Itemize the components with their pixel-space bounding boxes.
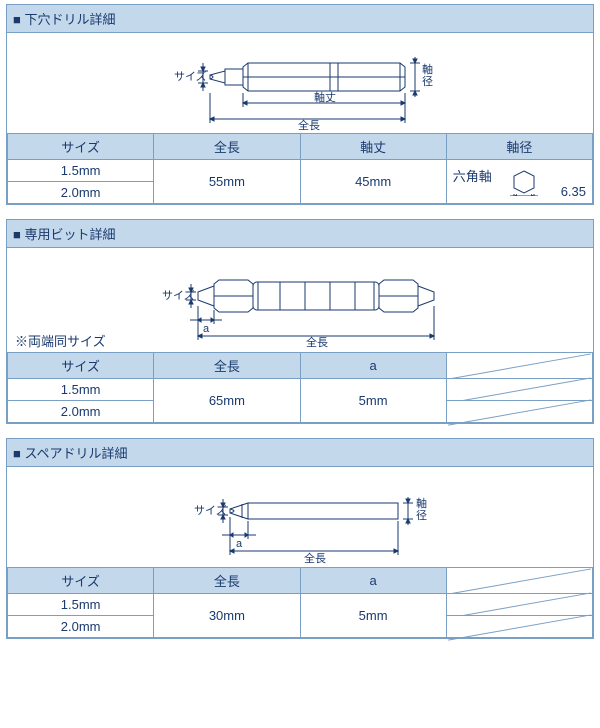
section-title: ■ 専用ビット詳細 [7, 220, 593, 248]
section-title: ■ スペアドリル詳細 [7, 439, 593, 467]
th-size: サイズ [8, 134, 154, 160]
label-shaft-len: 軸丈 [314, 90, 336, 104]
td-size: 1.5mm [8, 160, 154, 182]
td-size: 2.0mm [8, 616, 154, 638]
hex-value: 6.35 [561, 184, 586, 199]
th-shaft-diam: 軸径 [446, 134, 592, 160]
label-full-len: 全長 [298, 118, 320, 132]
label-a: a [236, 538, 243, 550]
note-both-ends: ※両端同サイズ [15, 331, 106, 350]
td-blank [446, 594, 592, 616]
th-size: サイズ [8, 568, 154, 594]
table-spare-drill: サイズ 全長 a 1.5mm 30mm 5mm 2.0mm [7, 567, 593, 638]
label-size: サイズ [162, 288, 195, 302]
td-full-len: 65mm [154, 379, 300, 423]
diagram-pilot-drill: サイズ 軸径 軸丈 全長 [7, 33, 593, 133]
diagram-spare-drill: サイズ 軸径 a 全長 [7, 467, 593, 567]
td-size: 1.5mm [8, 379, 154, 401]
label-a: a [203, 323, 210, 335]
th-full-len: 全長 [154, 134, 300, 160]
td-a: 5mm [300, 594, 446, 638]
label-size: サイズ [174, 69, 207, 83]
label-full-len: 全長 [306, 335, 328, 348]
hex-label: 六角軸 [453, 166, 492, 185]
pilot-drill-svg: サイズ 軸径 軸丈 全長 [90, 33, 510, 133]
td-blank [446, 616, 592, 638]
th-a: a [300, 568, 446, 594]
td-size: 2.0mm [8, 401, 154, 423]
td-size: 1.5mm [8, 594, 154, 616]
td-shaft-len: 45mm [300, 160, 446, 204]
section-spare-drill: ■ スペアドリル詳細 [6, 438, 594, 639]
th-blank [446, 353, 592, 379]
td-blank [446, 401, 592, 423]
section-pilot-drill: ■ 下穴ドリル詳細 [6, 4, 594, 205]
td-shaft-diam: 六角軸 6.35 [446, 160, 592, 204]
label-shaft-diam: 軸径 [422, 62, 433, 88]
td-a: 5mm [300, 379, 446, 423]
td-size: 2.0mm [8, 182, 154, 204]
th-a: a [300, 353, 446, 379]
section-title: ■ 下穴ドリル詳細 [7, 5, 593, 33]
diagram-bit: サイズ a 全長 ※両端同サイズ [7, 248, 593, 352]
label-full-len: 全長 [304, 551, 326, 565]
table-pilot-drill: サイズ 全長 軸丈 軸径 1.5mm 55mm 45mm 六角軸 6.35 [7, 133, 593, 204]
td-full-len: 55mm [154, 160, 300, 204]
td-full-len: 30mm [154, 594, 300, 638]
th-shaft-len: 軸丈 [300, 134, 446, 160]
hexagon-icon [510, 168, 538, 196]
bit-svg: サイズ a 全長 [80, 248, 520, 348]
section-bit: ■ 専用ビット詳細 [6, 219, 594, 424]
label-size: サイズ [194, 503, 227, 517]
th-full-len: 全長 [154, 353, 300, 379]
label-shaft-diam: 軸径 [416, 496, 427, 522]
td-blank [446, 379, 592, 401]
th-full-len: 全長 [154, 568, 300, 594]
spare-drill-svg: サイズ 軸径 a 全長 [100, 467, 500, 567]
th-size: サイズ [8, 353, 154, 379]
table-bit: サイズ 全長 a 1.5mm 65mm 5mm 2.0mm [7, 352, 593, 423]
th-blank [446, 568, 592, 594]
